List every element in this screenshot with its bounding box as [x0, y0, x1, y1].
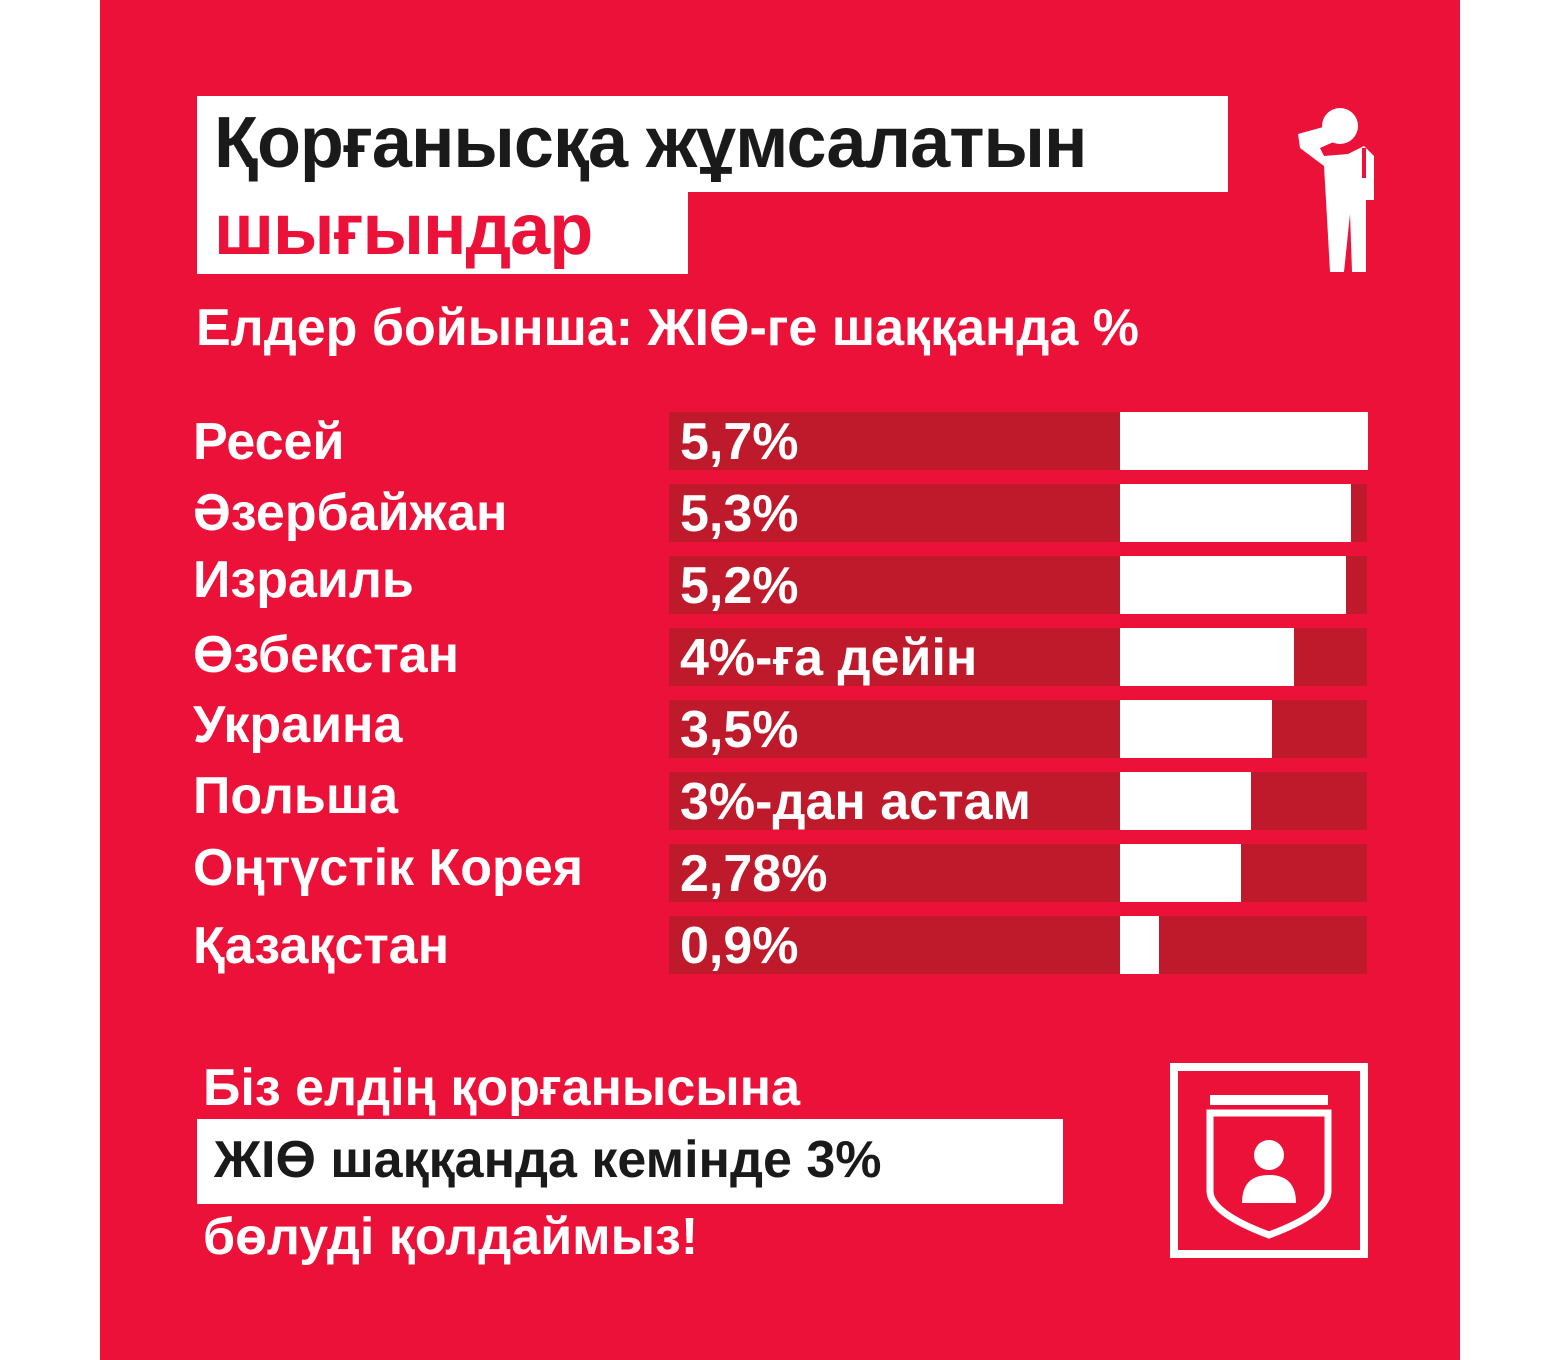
title-box-line2	[197, 190, 688, 274]
data-label: 4%-ға дейін	[680, 629, 978, 687]
data-label: 5,7%	[680, 413, 799, 471]
footer-line-2: ЖІӨ шаққанда кемінде 3%	[214, 1131, 882, 1189]
category-label: Әзербайжан	[193, 484, 508, 542]
bar	[1120, 772, 1251, 830]
category-label: Қазақстан	[193, 917, 450, 975]
bar	[1120, 700, 1272, 758]
chart-subtitle: Елдер бойынша: ЖІӨ-ге шаққанда %	[196, 299, 1140, 357]
bar-track	[669, 844, 1367, 902]
data-label: 0,9%	[680, 917, 799, 975]
bar	[1120, 628, 1294, 686]
title-box-line1	[197, 96, 1228, 192]
bar	[1120, 484, 1351, 542]
data-label: 3%-дан астам	[680, 773, 1031, 831]
footer-highlight-box	[197, 1119, 1063, 1204]
category-label: Өзбекстан	[193, 626, 460, 684]
saluting-soldier-icon	[1298, 108, 1374, 272]
footer-line-1: Біз елдің қорғанысына	[203, 1059, 800, 1117]
page-title: Қорғанысқа жұмсалатын	[214, 103, 1087, 183]
bar	[1120, 556, 1346, 614]
page-title-highlight: шығындар	[214, 190, 593, 270]
category-label: Польша	[193, 767, 399, 825]
category-label: Украина	[193, 696, 403, 754]
data-label: 3,5%	[680, 701, 799, 759]
data-label: 2,78%	[680, 845, 828, 903]
footer-line-3: бөлуді қолдаймыз!	[203, 1208, 699, 1266]
category-label: Оңтүстік Корея	[193, 839, 584, 897]
data-label: 5,2%	[680, 557, 799, 615]
bar	[1120, 916, 1159, 974]
category-label: Ресей	[193, 413, 345, 471]
bar	[1120, 412, 1368, 470]
bar	[1120, 844, 1241, 902]
shield-person-icon	[1170, 1063, 1368, 1258]
bar-track	[669, 916, 1367, 974]
data-label: 5,3%	[680, 485, 799, 543]
category-label: Израиль	[193, 551, 414, 609]
